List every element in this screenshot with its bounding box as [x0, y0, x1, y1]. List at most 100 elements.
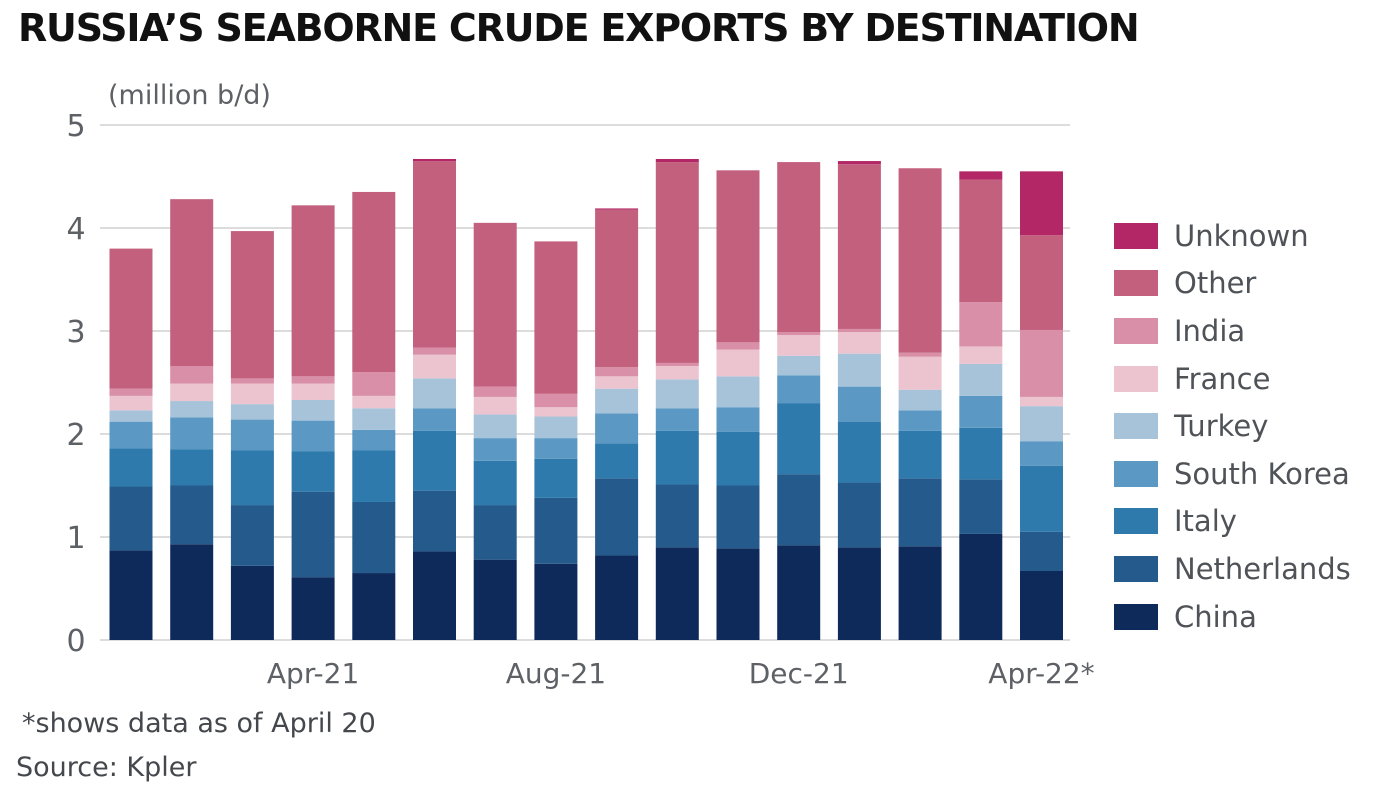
bar-segment-netherlands-mar21	[230, 505, 274, 566]
bar-segment-other-aug21	[534, 241, 578, 394]
bar-segment-other-feb21	[170, 199, 214, 367]
bars	[109, 158, 1063, 640]
bar-segment-china-feb22	[898, 546, 942, 640]
bar-segment-india-may21	[352, 372, 396, 396]
bar-segment-india-feb21	[170, 366, 214, 384]
bar-segment-turkey-apr22	[1020, 406, 1063, 442]
bar-segment-italy-apr21	[291, 451, 335, 492]
bar-segment-india-jul21	[473, 386, 517, 397]
bar-segment-other-nov21	[716, 170, 760, 343]
legend-swatch	[1114, 555, 1158, 582]
bar-segment-unknown-sep21	[595, 208, 639, 210]
legend-item-france: France	[1114, 355, 1351, 403]
bar-segment-china-aug21	[534, 563, 578, 640]
bar-segment-italy-jul21	[473, 460, 517, 506]
legend-item-india: India	[1114, 307, 1351, 355]
bar-segment-france-aug21	[534, 407, 578, 417]
legend-swatch	[1114, 270, 1158, 297]
bar-segment-china-sep21	[595, 555, 639, 640]
bar-segment-south-korea-jul21	[473, 438, 517, 461]
bar-segment-south-korea-may21	[352, 429, 396, 451]
bar-segment-turkey-aug21	[534, 416, 578, 439]
bar-segment-netherlands-feb22	[898, 478, 942, 547]
bar-segment-italy-feb21	[170, 449, 214, 486]
bar-segment-italy-apr22	[1020, 465, 1063, 532]
bar-segment-south-korea-dec21	[777, 375, 821, 404]
bar-segment-netherlands-jul21	[473, 505, 517, 560]
bar-segment-south-korea-jun21	[413, 408, 456, 431]
unit-label: (million b/d)	[108, 80, 271, 111]
bar-segment-india-aug21	[534, 393, 578, 408]
bar-segment-france-jun21	[413, 354, 456, 379]
legend-label: Turkey	[1174, 409, 1269, 444]
bar-segment-turkey-jan22	[837, 353, 881, 387]
bar-segment-china-mar21	[230, 565, 274, 640]
legend: Unknown Other India France Turkey South Korea…	[1114, 212, 1351, 640]
bar-segment-south-korea-mar21	[230, 419, 274, 451]
legend-label: Netherlands	[1174, 551, 1351, 586]
y-tick-label: 1	[66, 521, 85, 556]
bar-segment-other-apr22	[1020, 235, 1063, 330]
bar-segment-south-korea-apr22	[1020, 441, 1063, 466]
bar-segment-other-jan22	[837, 164, 881, 329]
bar-segment-other-dec21	[777, 162, 821, 333]
bar-segment-turkey-may21	[352, 408, 396, 430]
bar-segment-turkey-feb21	[170, 401, 214, 418]
bar-segment-china-apr22	[1020, 570, 1063, 640]
bar-segment-italy-jan22	[837, 421, 881, 483]
bar-segment-unknown-oct21	[655, 158, 699, 163]
bar-segment-china-jun21	[413, 551, 456, 640]
bar-segment-italy-jan21	[109, 448, 153, 487]
bar-segment-italy-nov21	[716, 431, 760, 486]
bar-segment-italy-mar22	[959, 427, 1003, 480]
footnote: *shows data as of April 20	[22, 708, 376, 739]
legend-label: South Korea	[1174, 456, 1350, 491]
legend-item-other: Other	[1114, 260, 1351, 308]
bar-segment-france-feb22	[898, 356, 942, 390]
bar-segment-china-apr21	[291, 577, 335, 640]
legend-label: Other	[1174, 266, 1257, 301]
legend-item-china: China	[1114, 593, 1351, 641]
bar-segment-india-jan21	[109, 388, 153, 396]
bar-segment-india-apr21	[291, 376, 335, 384]
bar-segment-india-mar22	[959, 302, 1003, 347]
legend-label: Unknown	[1174, 218, 1309, 253]
y-tick-label: 3	[66, 315, 85, 350]
bar-segment-france-jan22	[837, 332, 881, 354]
legend-swatch	[1114, 603, 1158, 630]
bar-segment-france-sep21	[595, 376, 639, 389]
bar-segment-france-nov21	[716, 349, 760, 377]
bar-segment-italy-oct21	[655, 430, 699, 485]
bar-segment-india-dec21	[777, 332, 821, 336]
bar-segment-south-korea-mar22	[959, 395, 1003, 428]
bar-segment-china-may21	[352, 573, 396, 640]
bar-segment-netherlands-may21	[352, 501, 396, 574]
bar-segment-india-feb22	[898, 352, 942, 357]
bar-segment-south-korea-jan22	[837, 386, 881, 422]
bar-segment-netherlands-feb21	[170, 485, 214, 545]
bar-segment-unknown-apr22	[1020, 171, 1063, 236]
x-tick-label: Aug-21	[506, 657, 606, 690]
bar-segment-china-mar22	[959, 533, 1003, 640]
bar-segment-india-sep21	[595, 367, 639, 377]
bar-segment-china-nov21	[716, 548, 760, 640]
bar-segment-south-korea-nov21	[716, 407, 760, 432]
legend-swatch	[1114, 508, 1158, 535]
legend-label: Italy	[1174, 504, 1237, 539]
bar-segment-south-korea-feb21	[170, 417, 214, 450]
bar-segment-netherlands-mar22	[959, 479, 1003, 534]
bar-segment-italy-may21	[352, 450, 396, 502]
legend-label: France	[1174, 361, 1271, 396]
bar-segment-italy-aug21	[534, 458, 578, 498]
bar-segment-netherlands-oct21	[655, 484, 699, 548]
bar-segment-france-jul21	[473, 396, 517, 415]
bar-segment-netherlands-dec21	[777, 474, 821, 546]
legend-label: China	[1174, 599, 1257, 634]
bar-segment-china-jan21	[109, 550, 153, 640]
bar-segment-other-jun21	[413, 161, 456, 348]
bar-segment-turkey-jun21	[413, 378, 456, 409]
bar-segment-france-mar22	[959, 346, 1003, 364]
bar-segment-other-may21	[352, 191, 396, 373]
legend-swatch	[1114, 413, 1158, 440]
bar-segment-france-apr22	[1020, 396, 1063, 407]
